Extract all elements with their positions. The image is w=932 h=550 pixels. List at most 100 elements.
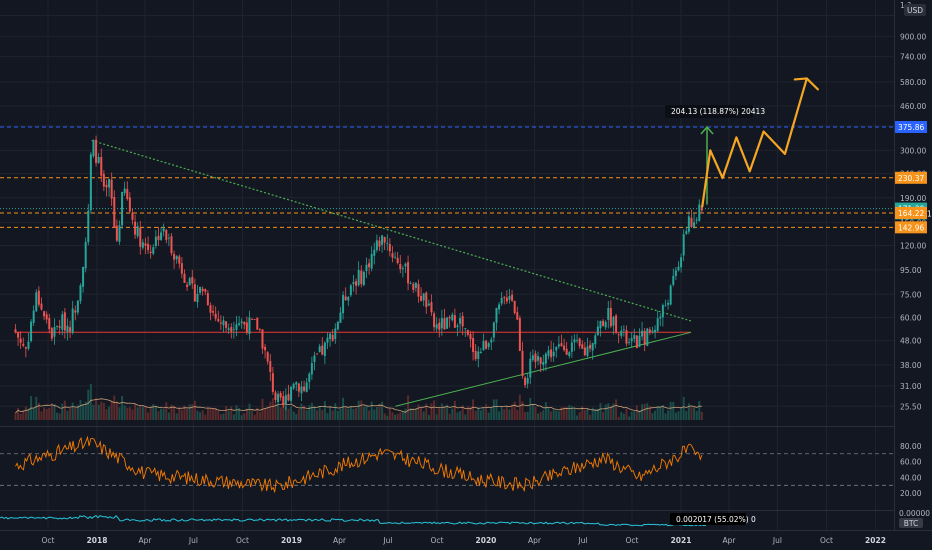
time-axis[interactable]: Oct 2018 Apr Jul Oct 2019 Apr Jul Oct 2020 Apr Jul O… [41,536,885,545]
btc-axis-top-tick: 0.00000 [899,509,930,518]
candle-body [87,210,90,243]
candle-body [391,253,394,258]
volume-bar [227,410,230,420]
candle-body [492,322,495,338]
candle-body [336,321,339,330]
candle-body [643,330,646,345]
volume-bar [191,404,194,420]
candle-body [53,327,56,337]
volume-bar [282,403,285,420]
candle-body [477,351,480,360]
candle-body [74,310,77,313]
volume-bar [537,413,540,420]
candle-body [469,334,472,340]
candle-body [63,312,66,331]
volume-bar [141,406,144,420]
time-tick-label: Apr [333,536,347,545]
candle-body [97,156,100,163]
volume-bar [490,407,493,420]
btc-ratio-line[interactable] [0,514,707,527]
volume-bar [399,412,402,420]
candle-body [160,232,163,240]
candle-body [305,382,308,392]
price-tick-label: 580.00 [900,78,926,87]
volume-bar [482,407,485,420]
candle-body [513,300,516,314]
currency-badge[interactable] [904,4,926,16]
volume-bar [157,411,160,420]
rsi-pane[interactable] [0,435,894,494]
volume-bar [472,399,475,420]
btc-ratio-pane[interactable]: 0.002017 (55.02%) 0 [0,513,756,527]
candle-body [646,328,649,346]
candle-body [256,317,259,330]
price-tick-label: 48.00 [900,337,922,346]
volume-bar [258,412,261,420]
descending-trendline[interactable] [91,139,692,322]
volume-bar [599,403,602,420]
volume-bar [607,403,610,420]
candle-body [347,297,350,301]
candle-body [583,347,586,356]
rsi-line[interactable] [15,435,703,494]
candle-body [386,243,389,245]
time-tick-label: Oct [236,536,249,545]
candlestick-series[interactable] [14,135,703,411]
rsi-tick-label: 20.00 [900,489,922,498]
volume-bar [225,405,228,420]
volume-bar [604,404,607,420]
volume-bar [134,404,137,420]
candle-body [433,313,436,328]
projection-arrow[interactable] [701,77,819,208]
candle-body [625,330,628,344]
candle-body [100,156,103,176]
volume-bar [651,412,654,420]
candle-body [664,305,667,307]
measure-arrow-head [700,125,714,135]
candle-body [573,339,576,343]
volume-bar [531,404,534,420]
volume-bar [303,405,306,420]
candle-body [368,263,371,268]
candle-body [425,292,428,308]
volume-bar [388,407,391,420]
volume-bar [505,405,508,420]
candle-body [243,321,246,325]
candle-body [45,314,48,320]
candle-body [451,314,454,321]
volume-bar [58,413,61,420]
volume-bar [362,406,365,420]
candle-body [609,308,612,327]
candle-body [539,357,542,364]
volume-bar [526,411,529,420]
price-badge-label: 375.86 [898,123,924,132]
candle-body [162,228,165,232]
candle-body [555,346,558,351]
candle-body [266,352,269,362]
volume-bar [498,411,501,420]
volume-bar [214,407,217,420]
candle-body [313,355,316,363]
candle-body [58,326,61,328]
candle-body [576,339,579,341]
volume-bar [230,406,233,420]
candle-body [516,312,519,320]
candle-body [180,263,183,274]
candle-body [537,356,540,361]
price-tick-label: 900.00 [900,32,926,41]
candle-body [360,270,363,285]
volume-bar [503,409,506,420]
candle-body [297,383,300,392]
volume-bar [323,401,326,420]
candle-body [193,284,196,302]
price-level-lines[interactable] [0,126,894,228]
volume-bar [329,407,332,420]
projection-path[interactable] [701,77,808,208]
candle-body [355,281,358,286]
candle-body [682,234,685,256]
candle-body [357,269,360,286]
candle-body [461,316,464,327]
volume-bar [347,408,350,420]
